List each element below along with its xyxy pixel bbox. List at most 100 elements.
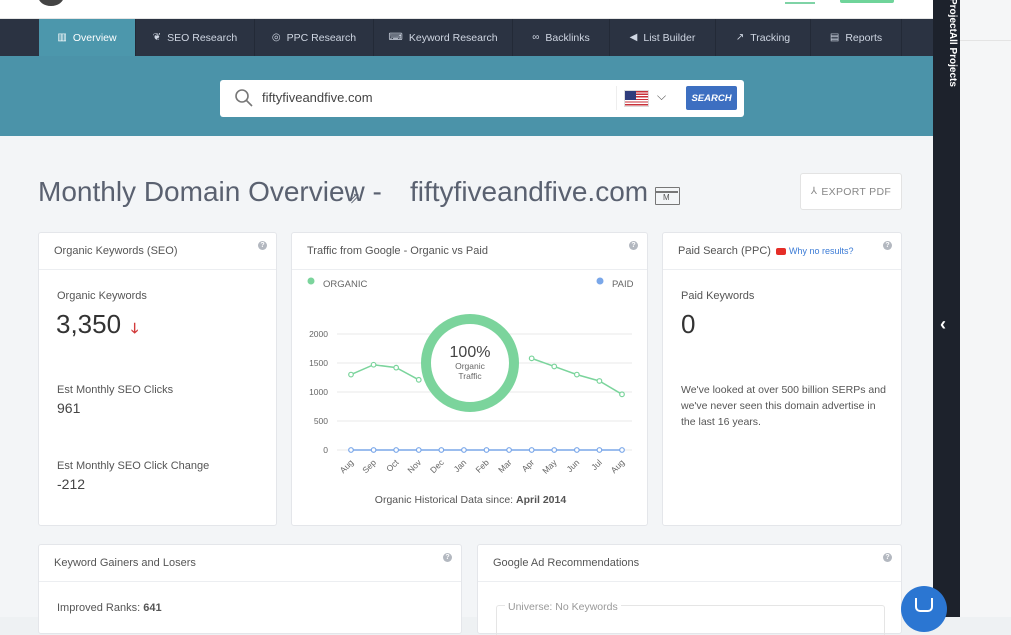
top-bar	[0, 0, 933, 19]
x-tick-label: Jun	[564, 457, 581, 474]
donut-background	[421, 314, 519, 412]
card-title: Google Ad Recommendations	[478, 545, 901, 582]
tab-tracking[interactable]: ↗ Tracking	[716, 19, 811, 56]
card-title-text: Paid Search (PPC)	[678, 245, 771, 257]
bar-chart-icon: ▥	[57, 32, 67, 43]
tab-seo-research[interactable]: ❦ SEO Research	[136, 19, 255, 56]
x-tick-label: Apr	[520, 457, 537, 474]
chevron-down-icon[interactable]: ⌵	[657, 89, 667, 103]
improved-ranks: Improved Ranks: 641	[57, 602, 162, 614]
click-change-label: Est Monthly SEO Click Change	[57, 460, 210, 472]
data-point	[370, 447, 377, 453]
chart-footer: Organic Historical Data since: April 201…	[292, 494, 649, 506]
tab-label: Reports	[845, 31, 883, 44]
pdf-icon: ⅄	[810, 186, 818, 197]
search-divider	[616, 86, 617, 110]
chat-icon	[915, 598, 933, 612]
tab-overview[interactable]: ▥ Overview	[39, 19, 136, 56]
y-tick-label: 0	[323, 445, 328, 455]
data-point	[619, 447, 625, 453]
legend-organic-label: ORGANIC	[323, 279, 367, 290]
page-title: Monthly Domain Overview -	[38, 176, 382, 207]
data-point	[596, 447, 603, 453]
tab-label: Backlinks	[545, 31, 590, 44]
data-point	[551, 363, 558, 370]
tab-list-builder[interactable]: ◀ List Builder	[610, 19, 716, 56]
help-icon[interactable]: ?	[883, 241, 892, 250]
tab-reports[interactable]: ▤ Reports	[811, 19, 902, 56]
search-input[interactable]: fiftyfiveandfive.com	[262, 90, 373, 105]
legend-paid-label: PAID	[612, 279, 634, 290]
tab-label: SEO Research	[167, 31, 238, 44]
tab-label: Tracking	[750, 31, 791, 44]
keyword-gainers-card: Keyword Gainers and Losers ? Improved Ra…	[38, 544, 462, 634]
search-button[interactable]: SEARCH	[686, 86, 737, 110]
paid-search-card: Paid Search (PPC) Why no results? ? Paid…	[662, 232, 902, 526]
x-tick-label: Mar	[496, 457, 514, 475]
help-icon[interactable]: ?	[883, 553, 892, 562]
y-tick-label: 2000	[309, 329, 328, 339]
x-tick-label: Nov	[405, 457, 423, 475]
data-point	[619, 391, 625, 398]
organic-keywords-value: 3,350	[56, 309, 122, 339]
chat-launcher-button[interactable]	[901, 586, 947, 632]
legend-organic-marker	[307, 277, 315, 285]
project-sidebar	[933, 0, 960, 617]
doc-icon[interactable]: M	[655, 187, 680, 205]
data-point	[573, 371, 580, 378]
top-button-green[interactable]	[840, 0, 894, 3]
target-icon: ◎	[271, 32, 281, 43]
keyboard-icon: ⌨	[388, 32, 403, 43]
external-link-icon[interactable]: ⇗	[348, 190, 361, 207]
donut-label-1: Organic	[455, 361, 486, 371]
youtube-icon[interactable]	[775, 247, 786, 255]
tab-label: Keyword Research	[408, 31, 498, 44]
organic-keywords-label: Organic Keywords	[57, 290, 147, 302]
why-no-results-link[interactable]: Why no results?	[788, 246, 854, 256]
paid-keywords-value: 0	[681, 309, 696, 339]
search-hero: fiftyfiveandfive.com ⌵ SEARCH	[0, 56, 933, 136]
project-sidebar-label[interactable]: ProjectAll Projects	[947, 0, 958, 87]
data-point	[370, 361, 377, 368]
help-icon[interactable]: ?	[629, 241, 638, 250]
data-point	[551, 447, 558, 453]
export-label: EXPORT PDF	[821, 185, 892, 198]
tab-label: PPC Research	[286, 31, 357, 44]
y-tick-label: 1500	[309, 358, 328, 368]
ad-recommendations-card: Google Ad Recommendations ? Universe: No…	[477, 544, 902, 635]
page-title-domain: fiftyfiveandfive.com	[410, 176, 649, 207]
x-tick-label: Jan	[452, 457, 469, 474]
tab-backlinks[interactable]: ∞ Backlinks	[513, 19, 610, 56]
paid-keywords-label: Paid Keywords	[681, 290, 755, 302]
main-content: Monthly Domain Overview - ⇗ fiftyfiveand…	[0, 136, 933, 635]
document-icon: ▤	[829, 32, 840, 43]
chart-footer-label: Organic Historical Data since:	[374, 494, 516, 506]
data-point	[393, 364, 400, 371]
leaf-icon: ❦	[152, 32, 162, 43]
tab-keyword-research[interactable]: ⌨ Keyword Research	[374, 19, 513, 56]
chevron-left-icon[interactable]: ‹	[940, 314, 946, 334]
donut-ring	[421, 314, 519, 412]
top-button-outline[interactable]	[785, 0, 815, 4]
search-icon	[235, 89, 253, 107]
help-icon[interactable]: ?	[258, 241, 267, 250]
data-point	[393, 447, 400, 453]
avatar[interactable]	[38, 0, 64, 6]
main-nav: ▥ Overview ❦ SEO Research ◎ PPC Research ⌨ K…	[0, 19, 933, 56]
data-point	[528, 355, 535, 362]
donut-label-2: Traffic	[458, 371, 482, 381]
traffic-card: Traffic from Google - Organic vs Paid ? …	[291, 232, 648, 526]
data-point	[415, 447, 422, 453]
tab-ppc-research[interactable]: ◎ PPC Research	[255, 19, 374, 56]
data-point	[573, 447, 580, 453]
help-icon[interactable]: ?	[443, 553, 452, 562]
tab-label: List Builder	[643, 31, 696, 44]
data-point	[415, 376, 422, 383]
x-tick-label: Sep	[360, 457, 378, 475]
click-change-value: -212	[57, 476, 86, 492]
export-pdf-button[interactable]: ⅄ EXPORT PDF	[800, 173, 902, 210]
data-point	[596, 378, 603, 384]
universe-label: Universe: No Keywords	[505, 601, 621, 613]
us-flag-icon[interactable]	[624, 90, 649, 107]
